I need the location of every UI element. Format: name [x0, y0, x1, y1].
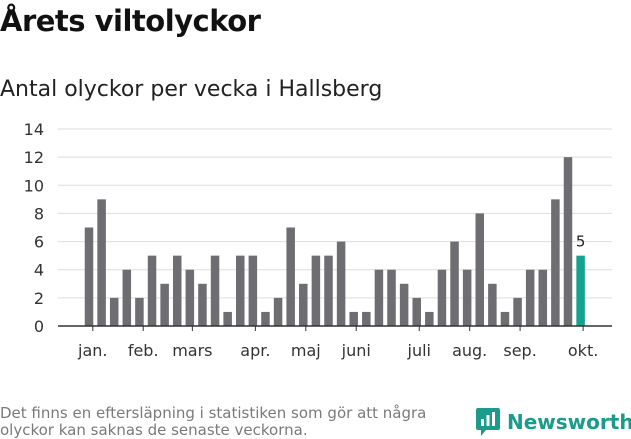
y-tick-label: 6	[34, 233, 44, 252]
bar	[172, 255, 182, 326]
x-tick-label: maj	[291, 341, 321, 360]
bar	[147, 255, 157, 326]
bar	[273, 297, 283, 326]
bar	[387, 269, 396, 326]
newsworthy-logo-icon	[476, 408, 500, 436]
bar	[135, 297, 144, 326]
bars: 5	[84, 157, 586, 326]
bar	[299, 283, 308, 326]
bar	[122, 269, 132, 326]
x-tick-label: mars	[172, 341, 212, 360]
chart-title: Årets viltolyckor	[0, 4, 261, 38]
newsworthy-logo: Newsworthy	[475, 407, 631, 437]
chart-subtitle: Antal olyckor per vecka i Hallsberg	[0, 77, 383, 102]
bar	[425, 311, 434, 326]
x-tick-label: okt.	[568, 341, 598, 360]
x-tick-label: feb.	[128, 341, 159, 360]
bar	[374, 269, 384, 326]
y-tick-label: 4	[34, 261, 44, 280]
bar	[412, 297, 421, 326]
y-tick-label: 12	[24, 148, 44, 167]
bar	[475, 213, 485, 326]
bar	[563, 157, 573, 326]
bar	[437, 269, 447, 326]
bar	[97, 199, 106, 326]
y-tick-label: 0	[34, 317, 44, 336]
bar	[349, 311, 358, 326]
bar	[286, 227, 295, 326]
y-axis-labels: 0 2 4 6 8 10 12 14	[24, 120, 44, 336]
bar	[236, 255, 245, 326]
bar	[462, 269, 472, 326]
x-tick-label: aug.	[452, 341, 487, 360]
bar	[525, 269, 535, 326]
x-tick-label: juni	[341, 341, 371, 360]
brand-name: Newsworthy	[507, 410, 631, 434]
bar	[551, 199, 560, 326]
bar	[488, 283, 497, 326]
x-axis-labels: jan. feb. mars apr. maj juni juli aug. sep. okt.	[77, 341, 598, 360]
bar	[210, 255, 220, 326]
y-tick-label: 10	[24, 176, 44, 195]
bar	[538, 269, 548, 326]
bar	[84, 227, 94, 326]
bar	[500, 311, 510, 326]
x-tick-label: apr.	[240, 341, 270, 360]
bar	[513, 297, 522, 326]
bar	[362, 311, 371, 326]
bar	[399, 283, 409, 326]
bar	[160, 283, 169, 326]
bar	[185, 269, 195, 326]
y-tick-label: 8	[34, 204, 44, 223]
y-tick-label: 14	[24, 120, 44, 139]
bar	[336, 241, 346, 326]
bar-chart: 0 2 4 6 8 10 12 14 5 jan. feb. mars apr. maj juni jul…	[24, 120, 612, 360]
bar	[248, 255, 258, 326]
x-tick-label: juli	[407, 341, 431, 360]
bar	[223, 311, 232, 326]
footnote: Det finns en eftersläpning i statistiken…	[0, 404, 427, 439]
bar-highlight	[576, 255, 585, 326]
x-axis	[58, 325, 612, 331]
bar-value-label: 5	[576, 233, 586, 251]
x-tick-label: sep.	[503, 341, 536, 360]
bar	[261, 311, 270, 326]
x-tick-label: jan.	[77, 341, 107, 360]
bar	[450, 241, 459, 326]
bar	[324, 255, 333, 326]
bar	[109, 297, 119, 326]
y-tick-label: 2	[34, 289, 44, 308]
bar	[198, 283, 207, 326]
bar	[311, 255, 321, 326]
